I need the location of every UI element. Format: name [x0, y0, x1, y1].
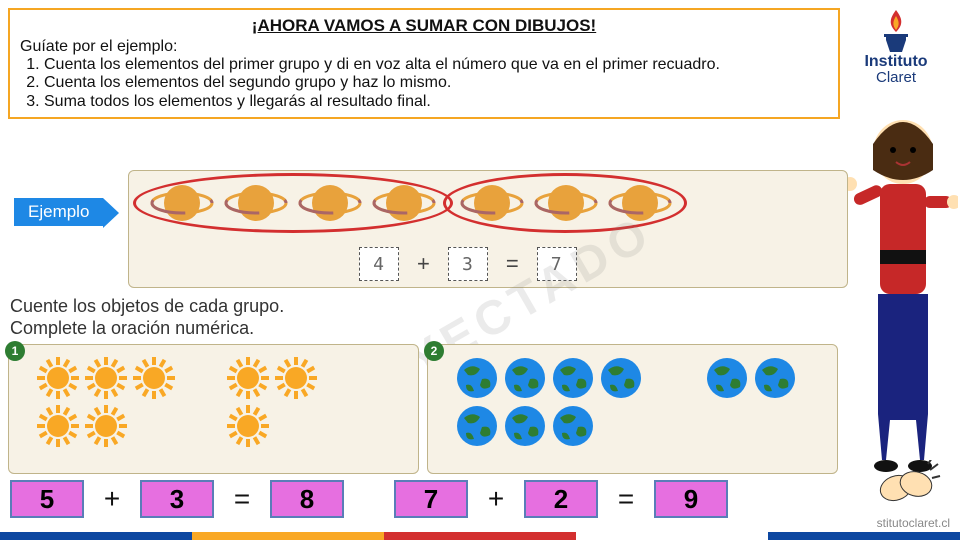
sun-icon: [131, 355, 177, 401]
equals-icon: =: [214, 483, 270, 515]
sun-icon: [225, 403, 271, 449]
instructions-list: Cuenta los elementos del primer grupo y …: [20, 56, 828, 111]
earth-icon: [550, 355, 596, 401]
example-tag: Ejemplo: [14, 198, 103, 226]
sun-icon: [35, 355, 81, 401]
ex2-answer-c: 9: [654, 480, 728, 518]
earth-icon: [502, 403, 548, 449]
earth-icon: [454, 355, 500, 401]
equals-icon: =: [598, 483, 654, 515]
sun-icon: [83, 355, 129, 401]
ex2-answer-a: 7: [394, 480, 468, 518]
clap-icon: [872, 460, 942, 510]
instruction-step-3: Suma todos los elementos y llegarás al r…: [44, 93, 828, 111]
earth-icon: [454, 403, 500, 449]
earth-icon: [502, 355, 548, 401]
example-panel: 4 + 3 = 7: [128, 170, 848, 288]
count-instruction: Cuente los objetos de cada grupo. Comple…: [10, 296, 284, 339]
count-line1: Cuente los objetos de cada grupo.: [10, 296, 284, 318]
count-line2: Complete la oración numérica.: [10, 318, 284, 340]
footer-stripe: [0, 532, 960, 540]
sun-icon: [83, 403, 129, 449]
exercise-1-badge: 1: [5, 341, 25, 361]
example-equation: 4 + 3 = 7: [359, 247, 577, 281]
exercise-1-group-1: [35, 355, 195, 449]
planet-row: [147, 179, 675, 227]
planet-icon: [457, 179, 527, 227]
ex1-answer-b: 3: [140, 480, 214, 518]
exercise-1: 1: [8, 344, 419, 474]
instruction-step-1: Cuenta los elementos del primer grupo y …: [44, 56, 828, 74]
instruction-step-2: Cuenta los elementos del segundo grupo y…: [44, 74, 828, 92]
ex1-answer-a: 5: [10, 480, 84, 518]
ex2-answer-b: 2: [524, 480, 598, 518]
exercise-1-group-2: [225, 355, 335, 449]
sun-icon: [35, 403, 81, 449]
exercise-2-badge: 2: [424, 341, 444, 361]
planet-group-1: [147, 179, 439, 227]
planet-icon: [531, 179, 601, 227]
planet-icon: [147, 179, 217, 227]
instructions-title: ¡AHORA VAMOS A SUMAR CON DIBUJOS!: [20, 16, 828, 36]
exercise-2-group-2: [704, 355, 804, 449]
example-box-3: 7: [537, 247, 577, 281]
exercise-2: 2: [427, 344, 838, 474]
planet-icon: [221, 179, 291, 227]
footer-url: stitutoclaret.cl: [877, 516, 950, 530]
sun-icon: [225, 355, 271, 401]
logo-text: Instituto Claret: [842, 54, 950, 86]
example-box-1: 4: [359, 247, 399, 281]
logo-line2: Claret: [876, 69, 916, 86]
instructions-subtitle: Guíate por el ejemplo:: [20, 38, 828, 56]
equals-sign: =: [506, 251, 519, 277]
planet-icon: [369, 179, 439, 227]
example-box-2: 3: [448, 247, 488, 281]
plus-icon: +: [84, 483, 140, 515]
earth-icon: [550, 403, 596, 449]
exercise-2-group-1: [454, 355, 674, 449]
logo-line1: Instituto: [864, 53, 927, 70]
school-logo: Instituto Claret: [842, 8, 950, 86]
earth-icon: [752, 355, 798, 401]
teacher-cartoon-icon: [848, 100, 958, 480]
exercise-row: 1 2: [8, 344, 838, 474]
planet-icon: [295, 179, 365, 227]
plus-sign: +: [417, 251, 430, 277]
answer-row: 5 + 3 = 8 7 + 2 = 9: [10, 480, 728, 518]
sun-icon: [273, 355, 319, 401]
planet-icon: [605, 179, 675, 227]
instructions-panel: ¡AHORA VAMOS A SUMAR CON DIBUJOS! Guíate…: [8, 8, 840, 119]
ex1-answer-c: 8: [270, 480, 344, 518]
earth-icon: [704, 355, 750, 401]
planet-group-2: [457, 179, 675, 227]
flame-icon: [876, 8, 916, 54]
plus-icon: +: [468, 483, 524, 515]
earth-icon: [598, 355, 644, 401]
